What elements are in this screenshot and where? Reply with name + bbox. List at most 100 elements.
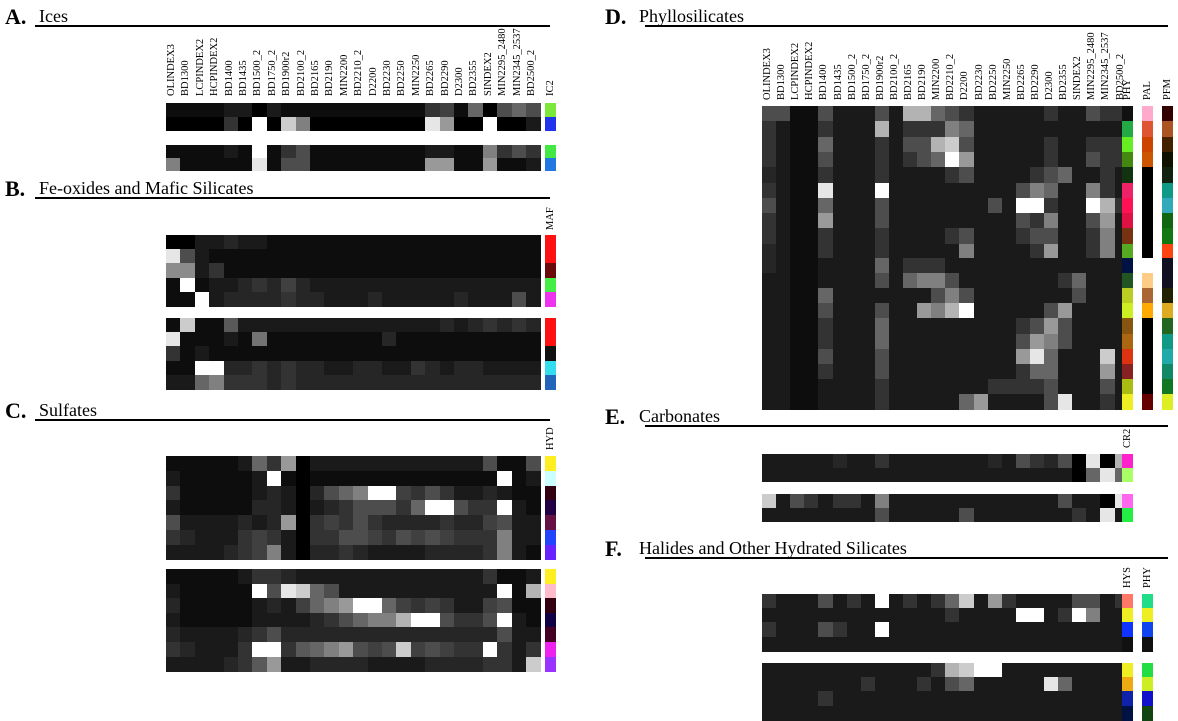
heatmap-cell (804, 677, 820, 693)
heatmap-cell (281, 145, 297, 158)
heatmap-cell (396, 456, 412, 471)
panel-letter: F. (605, 536, 622, 561)
column-label: BD2100_2 (888, 53, 900, 100)
heatmap-cell (832, 182, 848, 199)
heatmap-cell (382, 346, 397, 362)
heatmap-cell (1100, 213, 1116, 230)
heatmap-cell (818, 318, 834, 335)
heatmap-cell (353, 145, 369, 158)
heatmap-cell (266, 627, 282, 643)
heatmap-cell (396, 470, 412, 486)
heatmap-cell (166, 291, 181, 307)
heatmap-cell (1001, 636, 1017, 652)
heatmap-cell (945, 213, 961, 230)
heatmap-cell (959, 258, 975, 274)
heatmap-cell (324, 656, 340, 672)
heatmap-cell (1058, 197, 1074, 214)
heatmap-cell (410, 277, 426, 293)
heatmap-cell (166, 569, 181, 584)
heatmap-cell (238, 116, 253, 131)
heatmap-cell (396, 249, 412, 265)
heatmap-cell (209, 235, 225, 250)
heatmap-cell (832, 677, 848, 693)
heatmap-cell (818, 393, 834, 410)
heatmap-cell (1100, 378, 1116, 395)
heatmap-cell (1044, 318, 1059, 335)
heatmap-cell (959, 508, 975, 522)
heatmap-cell (931, 243, 947, 260)
heatmap-cell (223, 515, 239, 531)
heatmap-cell (1044, 213, 1059, 230)
heatmap-cell (818, 494, 834, 508)
heatmap-cell (874, 363, 890, 380)
heatmap-cell (180, 583, 196, 599)
heatmap-cell (762, 594, 777, 609)
heatmap-cell (818, 705, 834, 721)
heatmap-cell (353, 158, 369, 171)
heatmap-cell (238, 612, 253, 628)
legend-strip-label: HYS (1122, 566, 1133, 588)
heatmap-cell (762, 106, 777, 122)
heatmap-cell (396, 598, 412, 614)
heatmap-cell (1100, 705, 1116, 721)
heatmap-cell (482, 456, 498, 471)
heatmap-cell (425, 656, 441, 672)
heatmap-cell (860, 228, 876, 245)
heatmap-cell (860, 213, 876, 230)
legend-strip-swatch (1162, 151, 1173, 168)
heatmap-cell (917, 136, 933, 153)
heatmap-cell (439, 291, 455, 307)
heatmap-cell (396, 145, 412, 158)
heatmap-cell (1001, 167, 1017, 184)
column-label: D2300 (454, 67, 465, 96)
heatmap-cell (382, 485, 397, 501)
heatmap-cell (762, 348, 777, 365)
heatmap-cell (511, 318, 527, 333)
heatmap-cell (1029, 182, 1045, 199)
heatmap-cell (266, 583, 282, 599)
heatmap-cell (454, 277, 469, 293)
heatmap-cell (1086, 663, 1102, 678)
heatmap-cell (497, 515, 513, 531)
heatmap-cell (1086, 182, 1102, 199)
legend-strip-swatch (1122, 622, 1133, 638)
heatmap-cell (209, 145, 225, 158)
legend-strip-swatch (1142, 348, 1153, 365)
column-label: BD1435 (238, 60, 249, 96)
heatmap-cell (917, 691, 933, 707)
heatmap-cell (281, 360, 297, 376)
heatmap-cell (223, 642, 239, 657)
heatmap-cell (1086, 705, 1102, 721)
heatmap-cell (194, 360, 210, 376)
heatmap-cell (223, 583, 239, 599)
heatmap-cell (1100, 636, 1116, 652)
heatmap-cell (959, 348, 975, 365)
heatmap-cell (310, 544, 325, 560)
heatmap-cell (439, 530, 455, 545)
heatmap-cell (1015, 136, 1031, 153)
heatmap-cell (310, 145, 325, 158)
heatmap-cell (1029, 636, 1045, 652)
heatmap-cell (439, 360, 455, 376)
heatmap-cell (367, 485, 383, 501)
heatmap-cell (1072, 677, 1088, 693)
heatmap-cell (382, 583, 397, 599)
heatmap-cell (888, 636, 904, 652)
heatmap-cell (1029, 393, 1045, 410)
heatmap-cell (931, 508, 947, 522)
heatmap-cell (511, 470, 527, 486)
heatmap-cell (1072, 363, 1088, 380)
heatmap-cell (439, 598, 455, 614)
heatmap-cell (846, 182, 862, 199)
heatmap-cell (945, 303, 961, 320)
column-label: LCPINDEX2 (790, 42, 802, 100)
heatmap-cell (482, 598, 498, 614)
heatmap-cell (917, 333, 933, 350)
heatmap-cell (468, 598, 484, 614)
heatmap-cell (1086, 121, 1102, 138)
heatmap-cell (1015, 622, 1031, 638)
heatmap-cell (762, 636, 777, 652)
heatmap-cell (874, 378, 890, 395)
heatmap-cell (526, 627, 541, 643)
heatmap-cell (1086, 167, 1102, 184)
